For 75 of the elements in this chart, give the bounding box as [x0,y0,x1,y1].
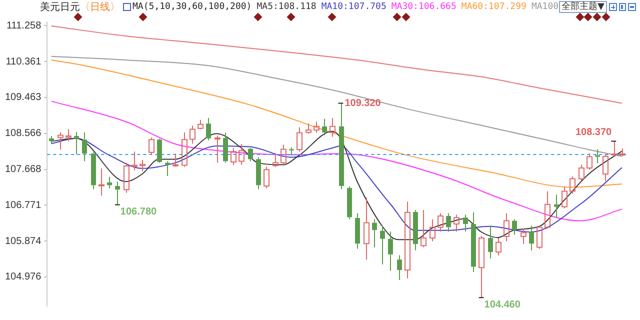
candlestick [397,254,402,280]
candlestick [504,212,510,242]
annotation: 108.370 [575,126,612,138]
candlestick [172,153,178,168]
candlestick [206,118,211,141]
candlestick [380,225,385,265]
candlestick [140,160,146,172]
y-tick-label: 110.361 [6,56,42,68]
candlestick [404,201,410,279]
candlestick [520,228,526,244]
candlestick [612,140,618,157]
candlestick [322,118,327,136]
chart-subtitle: 〈日线〉 [80,0,120,14]
candlestick [488,225,493,259]
candlestick [182,132,188,168]
y-tick-label: 108.566 [4,128,42,140]
annotation: 109.320 [344,98,382,109]
y-tick-label: 104.976 [4,272,42,283]
text: MA10:107.705 [321,2,386,12]
chart-title: 美元日元 [40,0,80,14]
y-tick-label: 105.874 [4,236,42,247]
text: MA60:107.299 [461,2,526,12]
candlestick [66,128,72,142]
candlestick [82,132,87,162]
candlestick [478,236,484,298]
candlestick [595,148,600,164]
annotation: 104.460 [484,299,521,310]
text: 全部主题▼ [558,1,608,13]
candlestick [58,132,64,150]
candlestick [223,132,228,164]
candlestick [372,218,377,248]
candlestick [330,118,336,138]
candlestick [132,151,138,171]
text: MA5:108.118 [256,2,316,12]
candlestick [544,190,550,230]
candlestick [364,197,370,260]
candlestick [256,156,261,190]
candlestick [289,146,294,156]
candlestick [165,160,170,176]
candlestick [91,152,96,190]
candlestick [296,126,302,152]
candlestick [454,214,460,232]
candlestick [314,121,320,134]
candlestick [248,148,253,162]
y-tick-label: 106.771 [4,200,42,211]
text: MA100 [531,2,559,12]
candlestick [355,212,360,250]
candlestick [238,144,244,166]
candlestick [272,154,278,168]
candlestick [115,181,120,206]
candlestick [471,212,476,272]
y-tick-label: 107.668 [4,164,42,176]
candlestick [157,138,162,164]
candlestick [554,194,559,218]
y-tick-label: 111.258 [6,20,42,32]
candlestick [446,212,451,232]
candlestick [420,210,426,248]
candlestick [463,214,468,232]
y-tick-label: 109.463 [4,92,42,104]
candlestick [430,218,436,242]
candlestick [602,154,608,182]
annotation: 106.780 [120,206,158,218]
line-series [50,100,622,222]
candlestick [98,168,104,196]
candlestick [74,132,79,155]
text: MA(5,10,30,60,100,200) [132,2,252,12]
candlestick [438,212,444,232]
candlestick [339,102,344,190]
candlestick [512,218,517,236]
candlestick [388,231,393,272]
candlestick [413,210,418,251]
candlestick [529,225,534,251]
candlestick [214,135,220,164]
text: MA30:106.665 [391,2,456,12]
candlestick [347,186,352,220]
